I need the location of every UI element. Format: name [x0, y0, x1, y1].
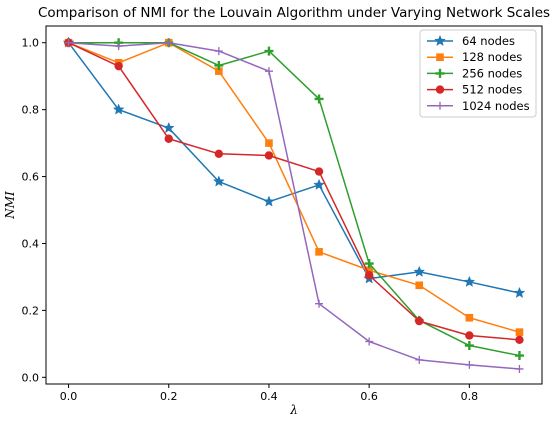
data-point [214, 60, 224, 70]
data-point [515, 335, 524, 345]
data-point [263, 195, 275, 207]
series-1024-nodes [64, 38, 524, 373]
data-point [415, 316, 424, 326]
y-tick-label: 0.2 [22, 304, 40, 317]
data-point [364, 271, 374, 280]
series-line [68, 41, 520, 333]
legend-marker [434, 34, 446, 46]
legend-label: 64 nodes [462, 34, 515, 48]
data-point [465, 313, 474, 322]
y-tick-label: 0.0 [22, 371, 40, 384]
x-tick-label: 0.2 [160, 390, 178, 403]
legend: 64 nodes 128 nodes 256 nodes 512 nodes 1024 … [419, 29, 537, 118]
legend-box [419, 29, 537, 118]
data-point [212, 175, 225, 187]
data-point [415, 281, 424, 290]
data-point [315, 248, 323, 256]
series-line [68, 41, 520, 370]
y-tick-label: 0.4 [22, 237, 40, 250]
data-point [415, 355, 424, 364]
legend-item: 1024 nodes [427, 99, 530, 113]
legend-marker [436, 101, 444, 110]
data-point [463, 275, 476, 287]
data-point [313, 178, 325, 190]
y-tick-label: 0.8 [22, 104, 40, 117]
y-axis-ticks: 0.0 0.2 0.4 0.6 0.8 1.0 [22, 37, 46, 384]
legend-label: 512 nodes [462, 83, 522, 97]
series-line [67, 42, 520, 294]
legend-label: 128 nodes [462, 50, 522, 64]
series-line [68, 42, 520, 341]
legend-label: 1024 nodes [462, 99, 530, 113]
data-point [264, 46, 274, 56]
data-point [465, 360, 474, 369]
data-point [114, 42, 123, 51]
x-tick-label: 0.4 [260, 390, 278, 403]
data-point [515, 364, 524, 373]
data-point [465, 331, 474, 340]
data-point [112, 103, 125, 115]
y-axis-label: NMI [3, 191, 17, 220]
data-point [314, 94, 324, 104]
data-point [314, 167, 324, 176]
data-point [162, 121, 175, 134]
data-point [365, 337, 374, 346]
data-point [315, 299, 324, 308]
series-layer [62, 36, 526, 373]
x-tick-label: 0.8 [461, 390, 479, 403]
series-line [68, 41, 520, 357]
x-tick-label: 0.0 [60, 390, 78, 403]
series-512-nodes [64, 38, 524, 345]
data-point [513, 286, 526, 298]
legend-item: 512 nodes [427, 83, 522, 97]
legend-marker [436, 53, 444, 62]
data-point [64, 38, 73, 47]
data-point [214, 149, 224, 159]
legend-marker [435, 85, 445, 94]
data-point [413, 265, 426, 277]
data-point [264, 151, 274, 160]
legend-item: 128 nodes [427, 50, 522, 64]
legend-label: 256 nodes [462, 66, 522, 80]
data-point [514, 351, 524, 361]
x-axis-label: λ [289, 403, 298, 417]
data-point [214, 47, 223, 56]
y-tick-label: 1.0 [22, 37, 40, 50]
data-point [464, 341, 474, 351]
plot-area-frame [45, 25, 543, 385]
data-point [164, 134, 173, 143]
legend-marker [435, 68, 445, 78]
x-axis-ticks: 0.0 0.2 0.4 0.6 0.8 [60, 384, 478, 403]
data-point [164, 38, 173, 47]
data-point [364, 259, 374, 269]
y-tick-label: 0.6 [22, 171, 40, 184]
x-tick-label: 0.6 [360, 390, 378, 403]
legend-item: 64 nodes [427, 34, 515, 48]
legend-item: 256 nodes [427, 66, 522, 80]
data-point [114, 61, 123, 71]
data-point [264, 67, 273, 76]
data-point [515, 328, 524, 336]
chart-title: Comparison of NMI for the Louvain Algori… [38, 5, 550, 21]
data-point [265, 139, 273, 147]
